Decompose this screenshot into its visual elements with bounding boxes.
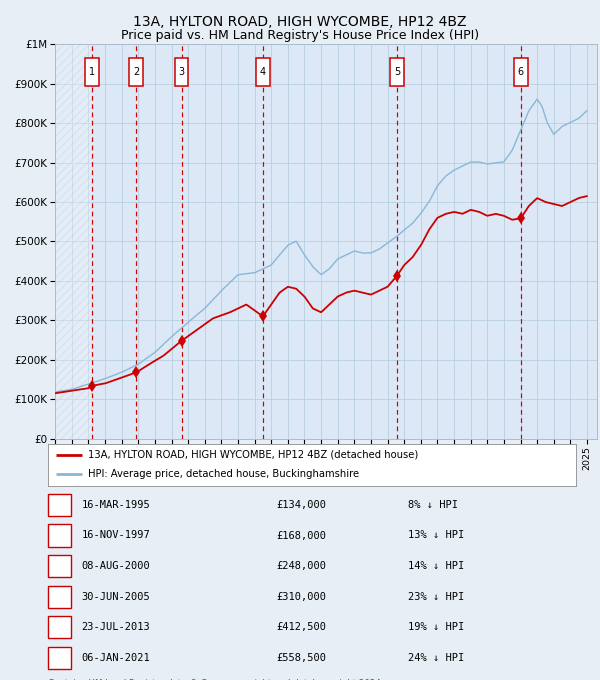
Text: £248,000: £248,000 <box>276 561 326 571</box>
Bar <box>55 44 92 439</box>
Text: Contains HM Land Registry data © Crown copyright and database right 2024.: Contains HM Land Registry data © Crown c… <box>48 679 383 680</box>
Text: 2: 2 <box>56 530 63 541</box>
Text: 30-JUN-2005: 30-JUN-2005 <box>82 592 151 602</box>
Text: £134,000: £134,000 <box>276 500 326 510</box>
Text: £558,500: £558,500 <box>276 653 326 663</box>
FancyBboxPatch shape <box>256 58 270 86</box>
Text: 6: 6 <box>518 67 524 77</box>
Text: 4: 4 <box>56 592 63 602</box>
Text: 5: 5 <box>394 67 400 77</box>
Text: 23-JUL-2013: 23-JUL-2013 <box>82 622 151 632</box>
Text: HPI: Average price, detached house, Buckinghamshire: HPI: Average price, detached house, Buck… <box>88 469 359 479</box>
Text: £310,000: £310,000 <box>276 592 326 602</box>
FancyBboxPatch shape <box>390 58 404 86</box>
Text: 1: 1 <box>56 500 63 510</box>
Text: 16-NOV-1997: 16-NOV-1997 <box>82 530 151 541</box>
Text: 13A, HYLTON ROAD, HIGH WYCOMBE, HP12 4BZ (detached house): 13A, HYLTON ROAD, HIGH WYCOMBE, HP12 4BZ… <box>88 449 418 460</box>
Text: 08-AUG-2000: 08-AUG-2000 <box>82 561 151 571</box>
Text: 13% ↓ HPI: 13% ↓ HPI <box>408 530 464 541</box>
FancyBboxPatch shape <box>130 58 143 86</box>
FancyBboxPatch shape <box>85 58 99 86</box>
Text: 16-MAR-1995: 16-MAR-1995 <box>82 500 151 510</box>
Text: 3: 3 <box>56 561 63 571</box>
Text: 8% ↓ HPI: 8% ↓ HPI <box>408 500 458 510</box>
Text: £168,000: £168,000 <box>276 530 326 541</box>
Text: 13A, HYLTON ROAD, HIGH WYCOMBE, HP12 4BZ: 13A, HYLTON ROAD, HIGH WYCOMBE, HP12 4BZ <box>133 15 467 29</box>
Text: 5: 5 <box>56 622 63 632</box>
Text: 4: 4 <box>260 67 266 77</box>
Text: Price paid vs. HM Land Registry's House Price Index (HPI): Price paid vs. HM Land Registry's House … <box>121 29 479 41</box>
Text: 23% ↓ HPI: 23% ↓ HPI <box>408 592 464 602</box>
FancyBboxPatch shape <box>175 58 188 86</box>
Text: 06-JAN-2021: 06-JAN-2021 <box>82 653 151 663</box>
FancyBboxPatch shape <box>514 58 527 86</box>
Text: 24% ↓ HPI: 24% ↓ HPI <box>408 653 464 663</box>
Text: 1: 1 <box>89 67 95 77</box>
Text: 14% ↓ HPI: 14% ↓ HPI <box>408 561 464 571</box>
Text: 2: 2 <box>133 67 139 77</box>
Text: 6: 6 <box>56 653 63 663</box>
Text: 3: 3 <box>178 67 185 77</box>
Text: £412,500: £412,500 <box>276 622 326 632</box>
Text: 19% ↓ HPI: 19% ↓ HPI <box>408 622 464 632</box>
